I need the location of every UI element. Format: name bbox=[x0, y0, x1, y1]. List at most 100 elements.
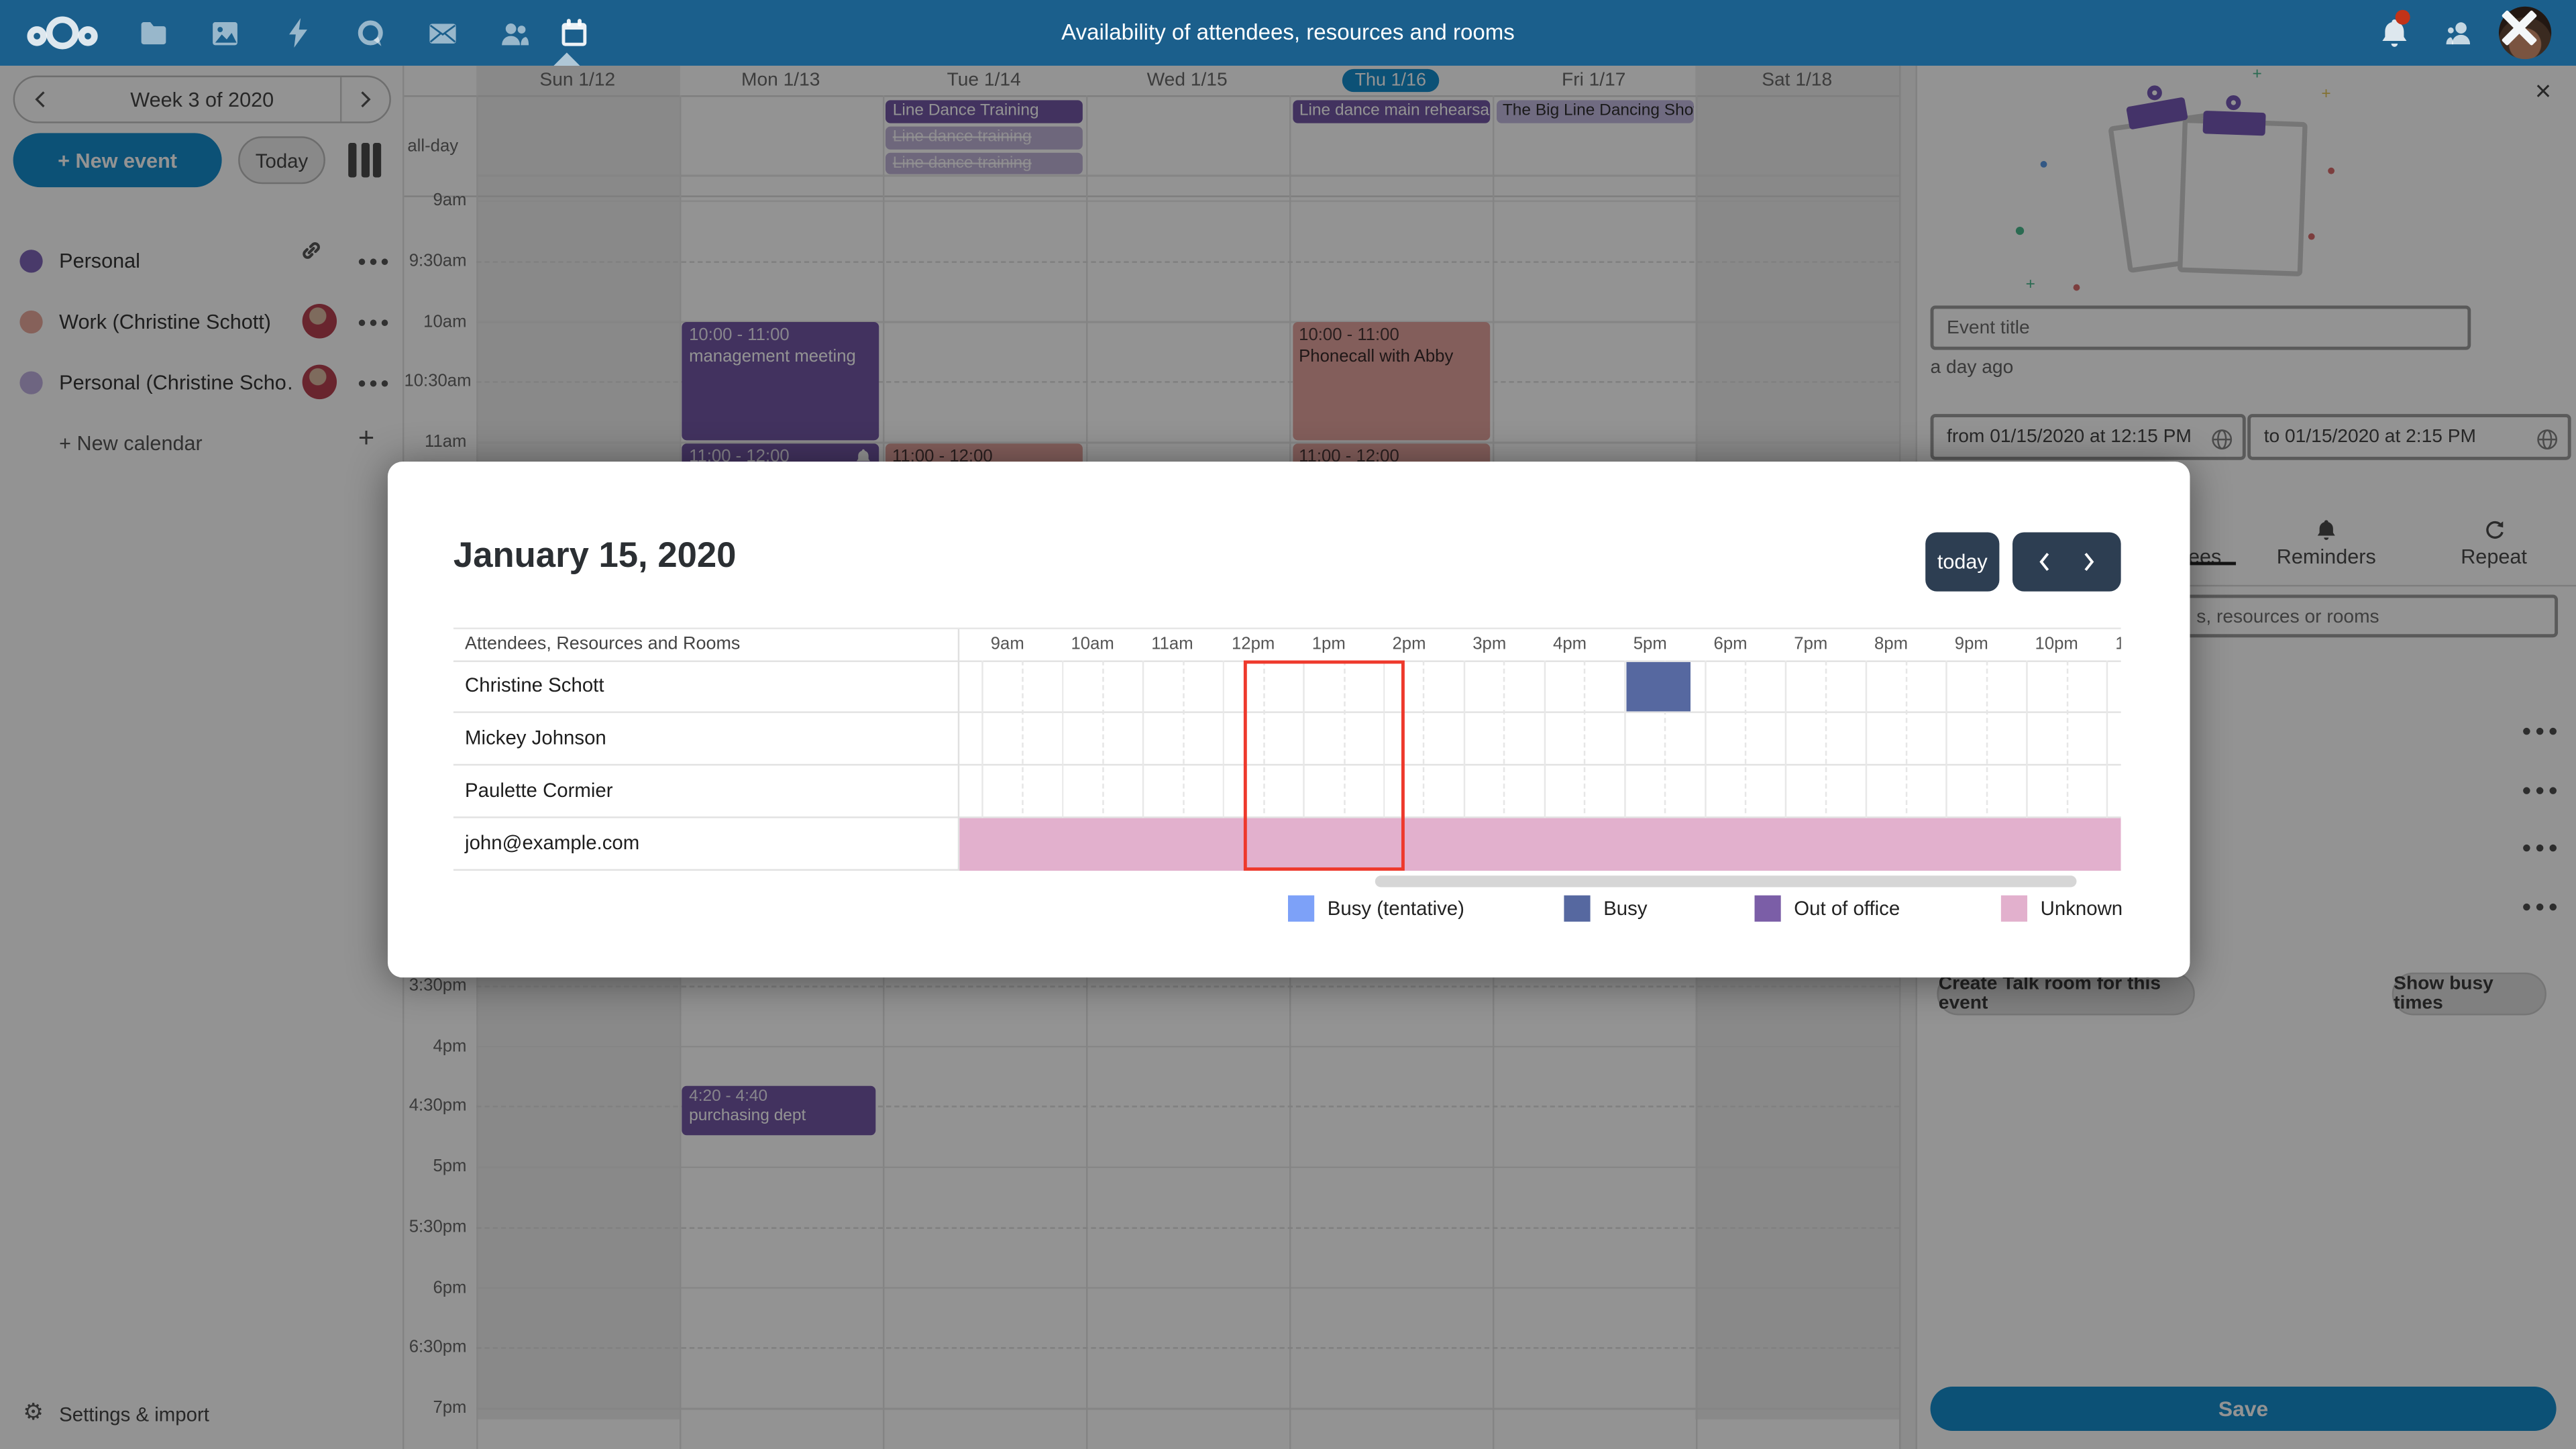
today-button[interactable]: Today bbox=[238, 136, 325, 184]
repeat-icon bbox=[2420, 517, 2567, 542]
tab-repeat[interactable]: Repeat bbox=[2420, 517, 2567, 568]
timeline-hour-label: 7pm bbox=[1794, 634, 1828, 654]
end-datetime-input[interactable]: to 01/15/2020 at 2:15 PM bbox=[2247, 414, 2571, 460]
day-header-wed[interactable]: Wed 1/15 bbox=[1146, 70, 1228, 91]
new-calendar-button[interactable]: + New calendar + bbox=[0, 414, 404, 473]
day-header-fri[interactable]: Fri 1/17 bbox=[1561, 70, 1626, 91]
new-calendar-label: + New calendar bbox=[59, 432, 203, 455]
timeline-scrollbar[interactable] bbox=[1375, 875, 2077, 888]
timeline-hour-label: 10pm bbox=[2035, 634, 2078, 654]
calendar-menu-button[interactable]: ●●● bbox=[357, 374, 392, 391]
allday-event-declined[interactable]: Line dance training bbox=[885, 152, 1083, 174]
files-icon[interactable] bbox=[133, 13, 172, 53]
selected-timespan-outline[interactable] bbox=[1242, 660, 1404, 871]
legend-swatch bbox=[2000, 894, 2028, 921]
last-modified-label: a day ago bbox=[1930, 358, 2014, 378]
modal-prev-next-buttons[interactable] bbox=[2012, 532, 2121, 592]
legend-out-of-office: Out of office bbox=[1754, 894, 1900, 922]
attendee-menu-button[interactable]: ●●● bbox=[2522, 898, 2562, 917]
day-header-sun[interactable]: Sun 1/12 bbox=[539, 70, 616, 91]
legend-unknown: Unknown bbox=[2000, 894, 2123, 922]
time-gutter-label: 4:30pm bbox=[409, 1096, 467, 1116]
timeline-hour-label: 11pm bbox=[2115, 634, 2121, 653]
attendee-menu-button[interactable]: ●●● bbox=[2522, 782, 2562, 800]
availability-timeline bbox=[959, 660, 2121, 871]
day-header-mon[interactable]: Mon 1/13 bbox=[741, 70, 820, 91]
photos-icon[interactable] bbox=[205, 13, 245, 53]
week-navigation: Week 3 of 2020 bbox=[13, 75, 391, 123]
allday-event[interactable]: Line dance main rehearsal bbox=[1293, 100, 1490, 123]
allday-event[interactable]: Line Dance Training bbox=[885, 100, 1083, 123]
legend-swatch bbox=[1564, 894, 1591, 921]
previous-week-button[interactable] bbox=[15, 77, 64, 121]
calendar-icon-active[interactable] bbox=[553, 13, 593, 53]
view-columns-toggle[interactable] bbox=[345, 140, 384, 179]
contacts-menu-icon[interactable] bbox=[2440, 13, 2479, 53]
next-day-icon[interactable] bbox=[2067, 552, 2111, 572]
previous-day-icon[interactable] bbox=[2023, 552, 2067, 572]
week-label[interactable]: Week 3 of 2020 bbox=[130, 88, 274, 111]
attendee-menu-button[interactable]: ●●● bbox=[2522, 722, 2562, 741]
time-gutter-label: 11am bbox=[425, 432, 467, 452]
timeline-hour-label: 1pm bbox=[1311, 634, 1346, 654]
talk-icon[interactable] bbox=[350, 13, 390, 53]
create-talk-room-button[interactable]: Create Talk room for this event bbox=[1937, 972, 2195, 1016]
day-header-tue[interactable]: Tue 1/14 bbox=[947, 70, 1021, 91]
calendar-item-personal-christine[interactable]: Personal (Christine Scho… ●●● bbox=[0, 354, 404, 413]
modal-today-button[interactable]: today bbox=[1925, 532, 2000, 592]
day-header-sat[interactable]: Sat 1/18 bbox=[1762, 70, 1833, 91]
availability-modal: January 15, 2020 today Attendees, Resour… bbox=[387, 462, 2190, 978]
timeline-hour-label: 2pm bbox=[1392, 634, 1426, 654]
time-gutter-label: 10am bbox=[423, 311, 467, 331]
contacts-icon[interactable] bbox=[494, 13, 534, 53]
timeline-hour-label: 4pm bbox=[1553, 634, 1587, 654]
show-busy-times-button[interactable]: Show busy times bbox=[2392, 972, 2546, 1016]
save-button[interactable]: Save bbox=[1930, 1386, 2557, 1432]
start-datetime-input[interactable]: from 01/15/2020 at 12:15 PM bbox=[1930, 414, 2246, 460]
timeline-header: 9am 10am 11am 12pm 1pm 2pm 3pm 4pm 5pm 6pm 7pm 8pm 9… bbox=[959, 629, 2121, 661]
event-purchasing-dept[interactable]: 4:20 - 4:40 purchasing dept bbox=[682, 1085, 877, 1136]
settings-import-button[interactable]: ⚙ Settings & import bbox=[0, 1397, 404, 1436]
allday-event-declined[interactable]: Line dance training bbox=[885, 126, 1083, 149]
next-week-button[interactable] bbox=[339, 77, 389, 122]
timezone-globe-icon[interactable] bbox=[2211, 429, 2233, 450]
calendar-color-dot bbox=[19, 250, 43, 273]
timeline-hour-label: 11am bbox=[1151, 634, 1193, 654]
bell-icon bbox=[2253, 517, 2400, 542]
calendar-label: Personal (Christine Scho… bbox=[59, 371, 292, 394]
calendar-item-personal[interactable]: Personal ●●● bbox=[0, 231, 404, 290]
day-header-thu-active[interactable]: Thu 1/16 bbox=[1289, 68, 1491, 97]
nextcloud-logo[interactable] bbox=[23, 13, 102, 53]
modal-date-title: January 15, 2020 bbox=[453, 535, 737, 576]
time-gutter-label: 5pm bbox=[433, 1157, 467, 1177]
legend-swatch bbox=[1288, 894, 1315, 921]
time-gutter-label: 3:30pm bbox=[409, 975, 467, 996]
calendar-menu-button[interactable]: ●●● bbox=[357, 313, 392, 331]
event-phonecall-with-abby[interactable]: 10:00 - 11:00 Phonecall with Abby bbox=[1292, 322, 1490, 441]
new-event-button[interactable]: + New event bbox=[13, 133, 222, 188]
name-column-divider bbox=[957, 629, 960, 871]
attendee-menu-button[interactable]: ●●● bbox=[2522, 839, 2562, 858]
timezone-globe-icon[interactable] bbox=[2536, 429, 2558, 450]
calendar-menu-button[interactable]: ●●● bbox=[357, 253, 392, 270]
event-management-meeting[interactable]: 10:00 - 11:00 management meeting bbox=[682, 322, 880, 441]
settings-label: Settings & import bbox=[59, 1403, 209, 1426]
timeline-hour-label: 6pm bbox=[1713, 634, 1748, 654]
time-gutter-label: 4pm bbox=[433, 1036, 467, 1056]
timeline-hour-label: 8pm bbox=[1874, 634, 1909, 654]
timeline-hour-label: 5pm bbox=[1633, 634, 1667, 654]
share-link-icon[interactable] bbox=[299, 238, 324, 263]
notification-dot bbox=[2395, 9, 2410, 25]
activity-icon[interactable] bbox=[278, 13, 317, 53]
event-title-input[interactable]: Event title bbox=[1930, 305, 2471, 350]
timeline-hour-label: 3pm bbox=[1472, 634, 1507, 654]
allday-event[interactable]: The Big Line Dancing Show bbox=[1496, 100, 1693, 123]
close-editor-button[interactable]: × bbox=[2534, 75, 2552, 107]
notifications-bell-icon[interactable] bbox=[2374, 9, 2414, 53]
calendar-item-work-christine[interactable]: Work (Christine Schott) ●●● bbox=[0, 292, 404, 352]
mail-icon[interactable] bbox=[422, 13, 462, 53]
tab-reminders[interactable]: Reminders bbox=[2253, 517, 2400, 568]
calendar-owner-avatar bbox=[302, 304, 337, 339]
availability-table: Attendees, Resources and Rooms 9am 10am 11… bbox=[453, 627, 2121, 871]
